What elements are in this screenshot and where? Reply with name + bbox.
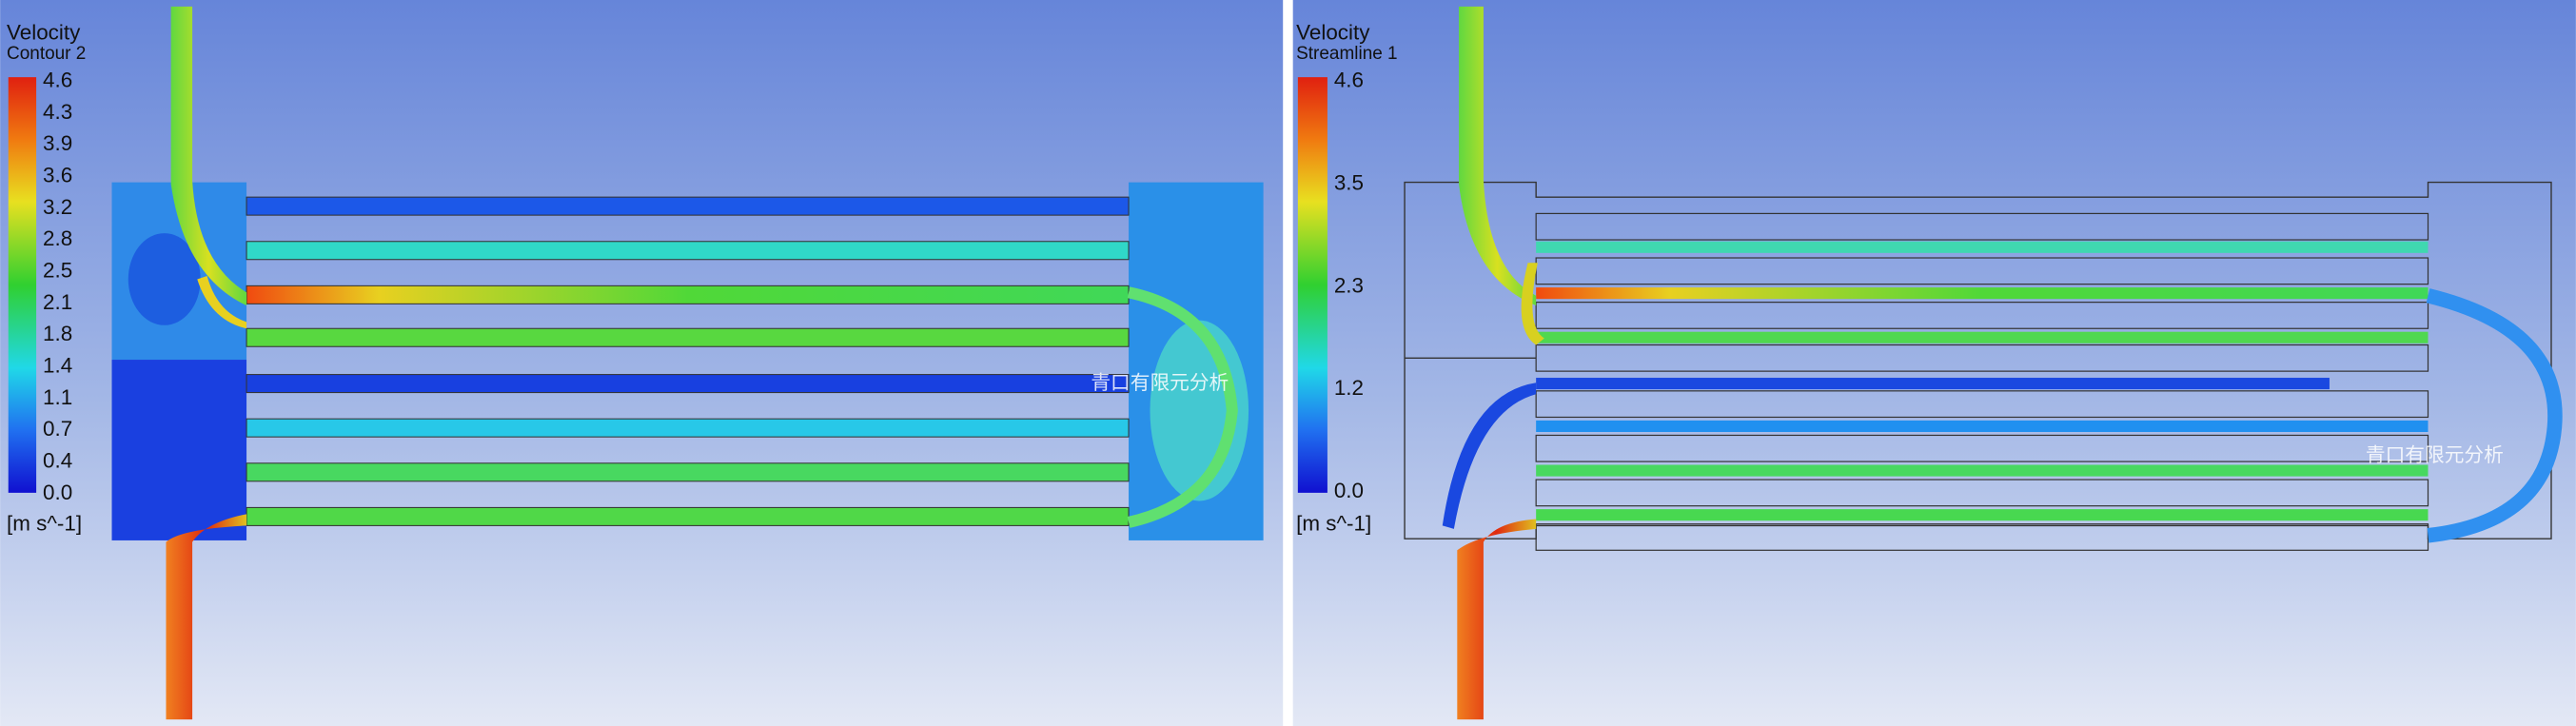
panel-background	[1292, 0, 2576, 726]
color-bar-tick-label: 2.8	[43, 226, 72, 250]
streamline-band	[1536, 287, 2429, 300]
streamline-band	[1536, 378, 2330, 390]
color-bar	[1297, 77, 1327, 493]
tube-outline	[1535, 302, 2429, 329]
watermark: 青口有限元分析	[2366, 444, 2504, 466]
color-bar-tick-label: 4.6	[1334, 68, 1364, 91]
legend-subtitle: Contour 2	[7, 44, 86, 64]
color-bar-tick-label: 4.6	[43, 68, 72, 91]
tube	[246, 327, 1130, 347]
legend-title: Velocity	[1296, 20, 1370, 44]
streamline-band	[1536, 331, 2429, 343]
color-bar-tick-label: 2.5	[43, 258, 72, 282]
streamline-band	[1536, 420, 2429, 433]
color-bar-tick-label: 3.2	[43, 195, 72, 219]
flow-jet	[166, 514, 247, 720]
streamline-band	[1536, 241, 2429, 253]
color-bar-tick-label: 1.4	[43, 353, 72, 377]
flow-region	[128, 233, 201, 325]
streamline-band	[1459, 6, 1537, 306]
color-bar-tick-label: 4.3	[43, 100, 72, 124]
tube	[246, 196, 1130, 216]
tube-outline	[1535, 434, 2429, 462]
legend-title: Velocity	[7, 20, 81, 44]
flow-jet	[1127, 286, 1238, 528]
color-bar-tick-label: 0.0	[1334, 479, 1364, 502]
color-bar-tick-label: 3.5	[1334, 170, 1364, 194]
streamline-band	[1442, 383, 1537, 529]
flow-jet	[197, 276, 247, 329]
streamline-band	[1536, 509, 2429, 521]
flow-jet	[170, 6, 247, 306]
color-bar	[8, 77, 37, 493]
color-bar-tick-label: 1.8	[43, 322, 72, 345]
color-bar-tick-label: 2.3	[1334, 273, 1364, 297]
watermark: 青口有限元分析	[1091, 372, 1229, 394]
tube	[246, 418, 1130, 438]
color-bar-tick-label: 3.6	[43, 163, 72, 186]
tube	[246, 241, 1130, 261]
legend-unit: [m s^-1]	[1296, 512, 1371, 536]
streamline-band	[2426, 288, 2563, 543]
streamline-band	[1457, 519, 1537, 720]
streamline-band	[1521, 263, 1544, 345]
legend-unit: [m s^-1]	[7, 512, 82, 536]
color-bar-tick-label: 2.1	[43, 290, 72, 314]
tube-outline	[1535, 523, 2429, 551]
color-bar-tick-label: 1.1	[43, 385, 72, 409]
tube	[246, 374, 1130, 394]
color-bar-tick-label: 0.7	[43, 417, 72, 441]
color-bar-tick-label: 0.4	[43, 448, 72, 472]
color-bar-tick-label: 1.2	[1334, 376, 1364, 400]
streamline-band	[1536, 464, 2429, 477]
tube-outline	[1535, 479, 2429, 507]
tube	[246, 285, 1130, 304]
tube-outline	[1535, 343, 2429, 372]
color-bar-tick-label: 3.9	[43, 131, 72, 155]
tube-outline	[1535, 212, 2429, 241]
header	[111, 360, 247, 540]
color-bar-tick-label: 0.0	[43, 481, 72, 504]
panel-divider	[1283, 0, 1293, 726]
tube	[246, 462, 1130, 482]
legend-subtitle: Streamline 1	[1296, 44, 1398, 64]
tube-outline	[1535, 390, 2429, 419]
tube	[246, 506, 1130, 526]
